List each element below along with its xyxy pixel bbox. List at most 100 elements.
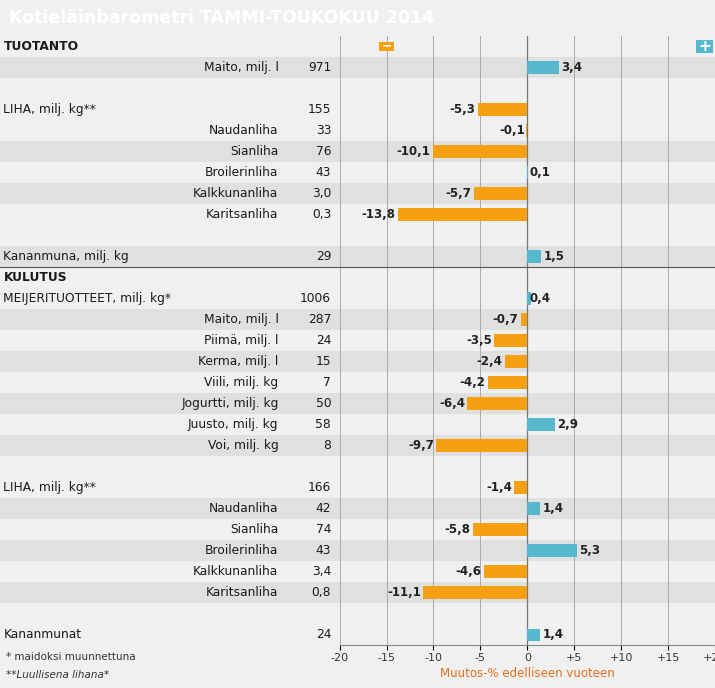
Bar <box>478 103 528 116</box>
Text: 155: 155 <box>307 103 331 116</box>
Text: Maito, milj. l: Maito, milj. l <box>204 61 279 74</box>
Text: 29: 29 <box>315 250 331 263</box>
Text: 7: 7 <box>323 376 331 389</box>
Text: LIHA, milj. kg**: LIHA, milj. kg** <box>4 103 97 116</box>
Bar <box>0 351 340 372</box>
Bar <box>0 624 340 645</box>
Text: Maito, milj. l: Maito, milj. l <box>204 313 279 326</box>
Text: Kananmunat: Kananmunat <box>4 628 82 641</box>
Bar <box>340 603 715 624</box>
Text: Kotieläinbarometri TAMMI-TOUKOKUU 2014: Kotieläinbarometri TAMMI-TOUKOKUU 2014 <box>9 9 434 27</box>
Bar <box>528 292 531 305</box>
Text: 42: 42 <box>315 502 331 515</box>
Bar <box>340 435 715 456</box>
Bar <box>340 246 715 267</box>
Text: Kerma, milj. l: Kerma, milj. l <box>198 355 279 368</box>
Bar <box>526 124 528 137</box>
Text: 8: 8 <box>323 439 331 452</box>
Text: -13,8: -13,8 <box>362 208 395 221</box>
Bar <box>528 250 541 263</box>
Bar <box>0 99 340 120</box>
Text: 0,1: 0,1 <box>530 166 551 179</box>
Text: 15: 15 <box>315 355 331 368</box>
Text: 287: 287 <box>307 313 331 326</box>
Text: -4,6: -4,6 <box>455 566 482 579</box>
Bar <box>340 204 715 225</box>
Bar <box>0 36 340 57</box>
X-axis label: Muutos-% edelliseen vuoteen: Muutos-% edelliseen vuoteen <box>440 667 615 680</box>
Text: Sianliha: Sianliha <box>230 145 279 158</box>
Bar <box>0 561 340 582</box>
Text: -9,7: -9,7 <box>408 439 434 452</box>
Text: Voi, milj. kg: Voi, milj. kg <box>208 439 279 452</box>
Bar <box>0 330 340 351</box>
Bar <box>340 372 715 393</box>
Text: −: − <box>381 40 392 53</box>
Text: 43: 43 <box>315 544 331 557</box>
Text: Karitsanliha: Karitsanliha <box>206 586 279 599</box>
Bar <box>528 418 555 431</box>
Text: MEIJERITUOTTEET, milj. kg*: MEIJERITUOTTEET, milj. kg* <box>4 292 172 305</box>
Text: 971: 971 <box>308 61 331 74</box>
Bar <box>528 61 559 74</box>
Bar <box>340 330 715 351</box>
Bar <box>0 141 340 162</box>
Bar <box>0 246 340 267</box>
Bar <box>340 582 715 603</box>
Text: -5,3: -5,3 <box>449 103 475 116</box>
Text: -0,7: -0,7 <box>493 313 518 326</box>
Text: Viili, milj. kg: Viili, milj. kg <box>204 376 279 389</box>
Bar <box>0 183 340 204</box>
Text: -0,1: -0,1 <box>499 124 525 137</box>
Text: +: + <box>699 39 711 54</box>
Text: -10,1: -10,1 <box>396 145 430 158</box>
Bar <box>379 42 394 51</box>
Bar <box>505 355 528 368</box>
Bar <box>0 225 340 246</box>
Text: Broilerinliha: Broilerinliha <box>205 544 279 557</box>
Bar <box>0 519 340 540</box>
Text: Sianliha: Sianliha <box>230 524 279 536</box>
Bar <box>0 204 340 225</box>
Bar <box>340 288 715 309</box>
Bar <box>521 313 528 326</box>
Bar <box>340 141 715 162</box>
Bar <box>0 582 340 603</box>
Bar <box>340 414 715 435</box>
Bar <box>340 120 715 141</box>
Text: LIHA, milj. kg**: LIHA, milj. kg** <box>4 481 97 494</box>
Bar <box>340 78 715 99</box>
Bar <box>340 561 715 582</box>
Text: 3,0: 3,0 <box>312 187 331 200</box>
Text: Naudanliha: Naudanliha <box>209 502 279 515</box>
Text: 0,3: 0,3 <box>312 208 331 221</box>
Bar <box>0 393 340 414</box>
Bar <box>340 225 715 246</box>
Text: 58: 58 <box>315 418 331 431</box>
Text: Kalkkunanliha: Kalkkunanliha <box>193 187 279 200</box>
Text: Broilerinliha: Broilerinliha <box>205 166 279 179</box>
Text: 0,4: 0,4 <box>530 292 551 305</box>
Text: KULUTUS: KULUTUS <box>4 271 67 284</box>
Text: -5,8: -5,8 <box>445 524 470 536</box>
Bar <box>484 566 528 578</box>
Bar <box>0 162 340 183</box>
Text: 1,4: 1,4 <box>543 628 564 641</box>
Bar <box>340 309 715 330</box>
Bar <box>0 498 340 519</box>
Text: 33: 33 <box>315 124 331 137</box>
Text: -2,4: -2,4 <box>477 355 503 368</box>
Text: Juusto, milj. kg: Juusto, milj. kg <box>188 418 279 431</box>
Text: -6,4: -6,4 <box>439 397 465 410</box>
Text: 2,9: 2,9 <box>557 418 578 431</box>
Bar <box>0 414 340 435</box>
Bar <box>340 183 715 204</box>
Text: -1,4: -1,4 <box>486 481 512 494</box>
Text: * maidoksi muunnettuna: * maidoksi muunnettuna <box>6 652 135 662</box>
Bar <box>0 288 340 309</box>
Bar <box>340 267 715 288</box>
Text: 3,4: 3,4 <box>312 566 331 579</box>
Bar <box>340 498 715 519</box>
Bar <box>0 540 340 561</box>
Bar <box>0 603 340 624</box>
